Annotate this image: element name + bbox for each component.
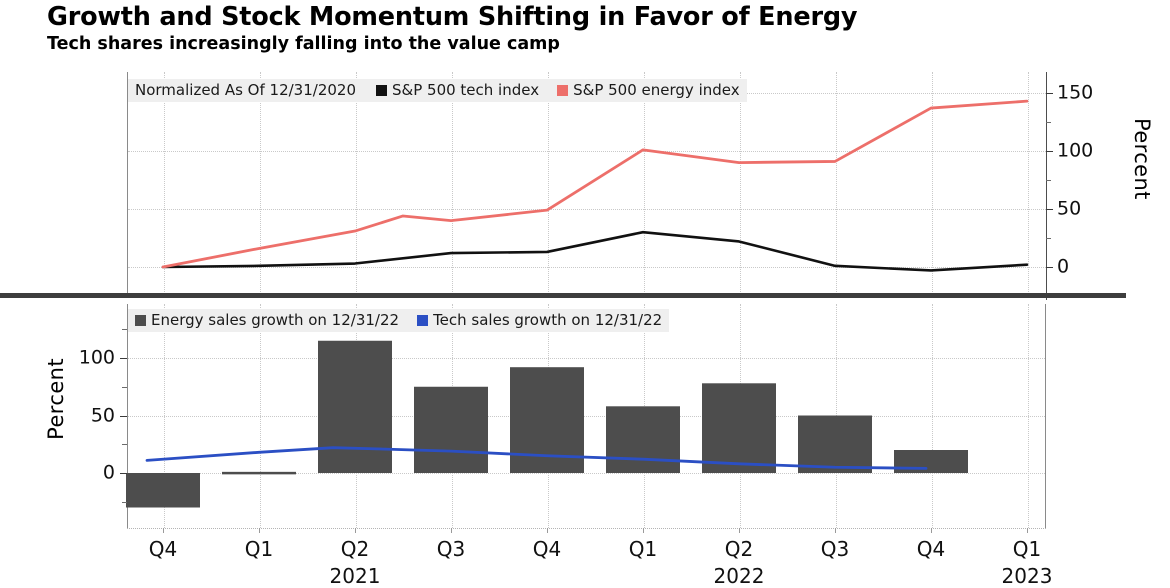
y-tick-minor [1046,122,1051,123]
x-year-label: 2022 [713,564,765,588]
y-tick-major [120,415,127,417]
legend-swatch-energy [557,84,569,96]
y-tick-major [1046,209,1053,210]
bottom-chart-legend: Energy sales growth on 12/31/22 Tech sal… [128,309,670,332]
x-tick-label: Q4 [532,537,562,561]
gridline-vertical [548,72,549,296]
y-tick-minor [122,329,127,331]
x-tick [643,528,644,533]
y-tick-label: 0 [102,461,115,484]
bottom-chart-y-axis: Percent 0 50 100 [0,300,127,540]
x-tick-label: Q2 [724,537,754,561]
top-plot-area [127,72,1046,296]
x-axis-line [127,528,1046,529]
legend-item-energy-sales[interactable]: Energy sales growth on 12/31/22 [135,311,399,329]
x-tick-label: Q1 [1012,537,1042,561]
gridline-vertical [644,72,645,296]
gridline-horizontal [128,267,1046,268]
x-tick-label: Q1 [244,537,274,561]
legend-swatch-energy-sales [135,314,146,326]
x-tick-label: Q3 [436,537,466,561]
gridline-horizontal [128,358,1045,359]
x-tick [355,528,356,533]
y-tick-label: 50 [1057,197,1082,220]
y-tick-major [1046,267,1053,268]
x-year-label: 2021 [329,564,381,588]
y-tick-major [120,473,127,474]
legend-label-tech-sales: Tech sales growth on 12/31/22 [433,311,663,329]
gridline-vertical [836,72,837,296]
x-tick [1027,528,1028,533]
y-tick-major [1046,151,1053,152]
gridline-vertical [740,72,741,296]
gridline-vertical [164,72,165,296]
gridline-vertical [260,72,261,296]
y-tick-minor [122,501,127,503]
legend-item-tech-index[interactable]: S&P 500 tech index [376,81,539,99]
legend-item-energy-index[interactable]: S&P 500 energy index [557,81,740,99]
y-tick-label: 150 [1057,81,1094,104]
y-tick-minor [122,386,127,388]
x-tick-label: Q2 [340,537,370,561]
x-tick [931,528,932,533]
headline-block: Growth and Stock Momentum Shifting in Fa… [47,2,1147,55]
gridline-horizontal [128,151,1046,152]
x-axis: Q4 Q1 Q2 Q3 Q4 Q1 Q2 Q3 Q4 Q1 2021 2022 2023 [0,528,1170,588]
gridline-vertical [452,72,453,296]
x-tick [163,528,164,533]
x-tick-label: Q4 [916,537,946,561]
x-year-label: 2023 [1001,564,1053,588]
y-tick-minor [1046,238,1051,239]
gridline-horizontal [128,209,1046,210]
y-tick-label: 100 [1057,139,1094,162]
x-tick [547,528,548,533]
y-tick-major [120,358,127,359]
legend-label-energy-sales: Energy sales growth on 12/31/22 [151,311,400,329]
x-tick-label: Q1 [628,537,658,561]
gridline-vertical [1028,72,1029,296]
gridline-vertical [356,72,357,296]
page-title: Growth and Stock Momentum Shifting in Fa… [47,2,858,32]
legend-item-tech-sales[interactable]: Tech sales growth on 12/31/22 [417,311,662,329]
gridline-horizontal [128,473,1045,474]
top-chart-legend: Normalized As Of 12/31/2020 S&P 500 tech… [128,79,747,102]
x-tick [835,528,836,533]
y-tick-minor [1046,180,1051,181]
gridline-horizontal [128,415,1045,417]
top-chart-y-axis: Percent 0 50 100 150 [1046,68,1170,300]
panel-divider [0,293,1126,298]
x-tick [451,528,452,533]
x-tick-label: Q3 [820,537,850,561]
y-tick-label: 100 [78,346,115,369]
legend-normalization-note: Normalized As Of 12/31/2020 [135,81,356,99]
top-axis-title: Percent [1130,118,1154,200]
y-tick-label: 0 [1057,255,1070,278]
legend-swatch-tech [376,84,387,96]
page-subtitle: Tech shares increasingly falling into th… [47,34,560,54]
bottom-axis-title: Percent [44,358,68,440]
y-tick-label: 50 [90,404,115,426]
x-tick [259,528,260,533]
legend-swatch-tech-sales [417,314,429,326]
x-tick-label: Q4 [148,537,178,561]
legend-label-energy: S&P 500 energy index [573,81,740,99]
gridline-vertical [932,72,933,296]
x-tick [739,528,740,533]
y-tick-major [1046,93,1053,94]
bottom-plot-area [127,304,1046,528]
top-line-chart-panel [0,68,1170,298]
legend-label-tech: S&P 500 tech index [392,81,540,99]
top-axis-spine [1046,72,1047,300]
y-tick-minor [122,444,127,446]
